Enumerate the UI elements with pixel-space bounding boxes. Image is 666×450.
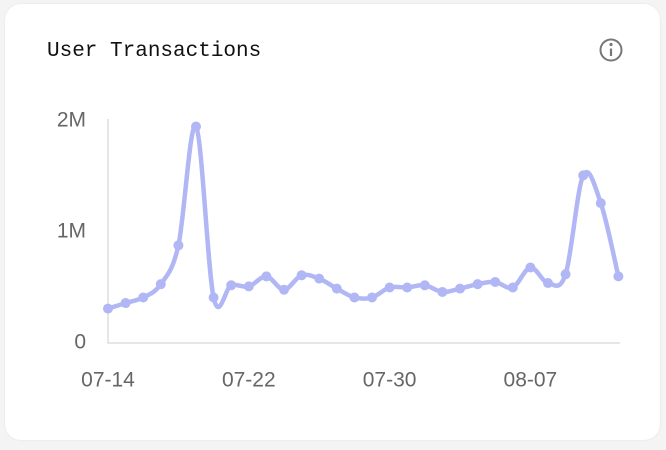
- point: [560, 269, 571, 280]
- point: [367, 292, 377, 303]
- x-tick-label: 07-30: [363, 369, 417, 392]
- point: [191, 121, 201, 132]
- point: [173, 240, 184, 251]
- y-tick-label: 0: [74, 331, 86, 354]
- point: [578, 170, 589, 181]
- point: [437, 286, 448, 297]
- info-dot: [609, 42, 613, 47]
- point: [613, 271, 624, 282]
- point: [155, 279, 166, 290]
- point: [402, 282, 413, 293]
- line: [107, 124, 621, 311]
- x-tick-label: 08-07: [504, 369, 558, 392]
- point: [490, 276, 501, 287]
- point: [103, 303, 113, 314]
- info-icon[interactable]: [599, 38, 623, 62]
- point: [384, 282, 395, 293]
- info-circle: [599, 38, 623, 62]
- point: [525, 262, 536, 273]
- point: [419, 280, 430, 291]
- x-tick-label: 07-14: [81, 369, 135, 392]
- point: [349, 292, 360, 303]
- point: [296, 270, 307, 281]
- point: [455, 283, 465, 294]
- point: [595, 198, 606, 209]
- point: [120, 298, 131, 309]
- point: [507, 282, 518, 293]
- card-title: User Transactions: [47, 40, 262, 63]
- point: [314, 273, 325, 284]
- point: [243, 281, 254, 292]
- point: [279, 284, 289, 295]
- point: [226, 280, 237, 291]
- y-tick-label: 1M: [57, 220, 86, 243]
- point: [543, 278, 553, 289]
- point: [138, 292, 149, 303]
- card: User Transactions: [5, 4, 660, 440]
- y-tick-label: 2M: [57, 109, 86, 132]
- point: [261, 271, 272, 282]
- point: [331, 283, 342, 294]
- x-tick-label: 07-22: [222, 369, 276, 392]
- point: [208, 292, 219, 303]
- point: [472, 279, 483, 290]
